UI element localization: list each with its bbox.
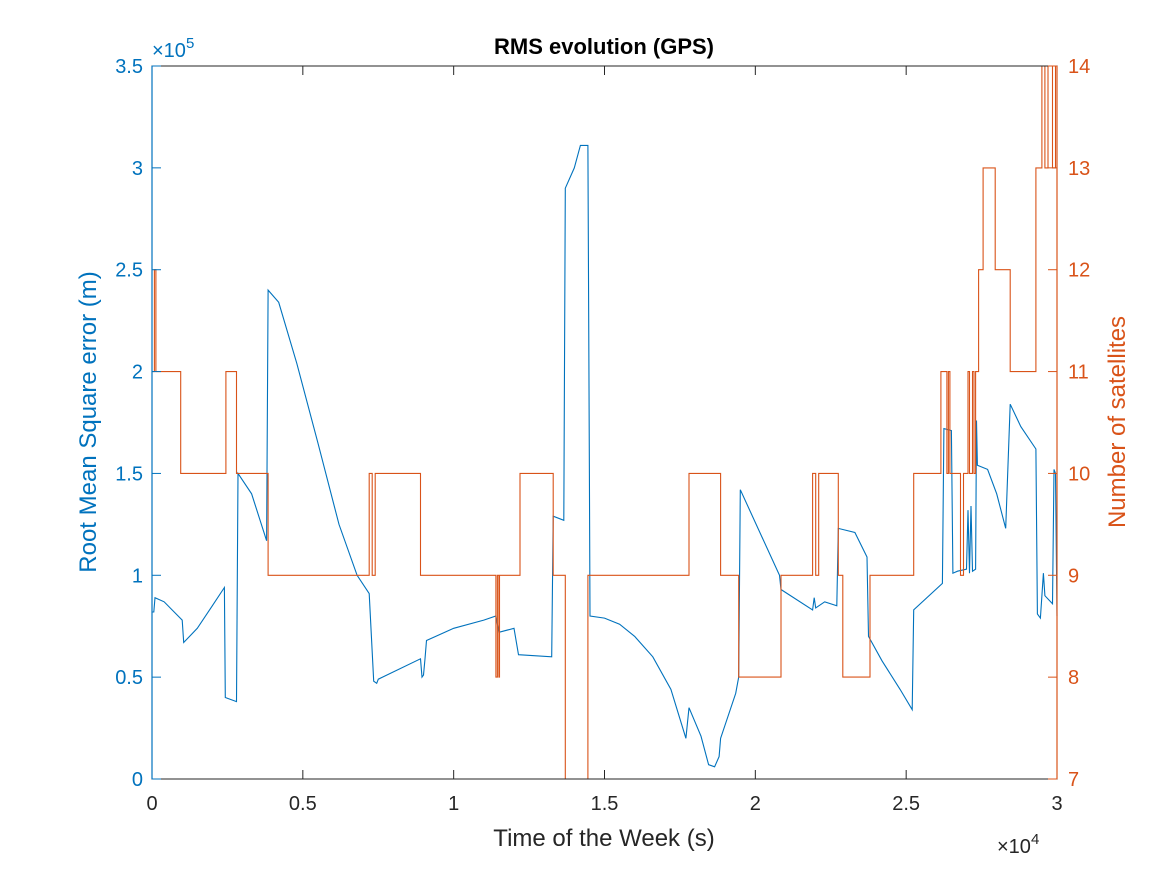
x-tick-label: 3	[1051, 793, 1062, 815]
y-left-tick-label: 0	[132, 769, 143, 791]
y-left-axis-label: Root Mean Square error (m)	[75, 271, 102, 572]
y-left-tick-label: 1	[132, 565, 143, 587]
x-exponent-power: 4	[1031, 831, 1039, 848]
y-left-tick-label: 2.5	[115, 260, 143, 282]
y-left-axis-ticks: 0 0.5 1 1.5 2 2.5 3 3.5	[115, 56, 161, 791]
x-axis-label: Time of the Week (s)	[493, 825, 714, 852]
x-tick-label: 2	[750, 793, 761, 815]
y-exponent-power: 5	[186, 35, 194, 52]
y-exponent: ×105	[152, 35, 194, 62]
x-tick-label: 0.5	[289, 793, 317, 815]
y-exponent-base: ×10	[152, 40, 186, 62]
x-exponent-base: ×10	[997, 836, 1031, 858]
rms-series-line	[152, 144, 1058, 768]
y-right-tick-label: 11	[1068, 362, 1089, 384]
x-tick-label: 2.5	[892, 793, 920, 815]
y-right-tick-label: 14	[1068, 56, 1090, 78]
satellites-series-line	[152, 65, 1057, 780]
y-right-tick-label: 9	[1068, 565, 1079, 587]
svg-text:×105: ×105	[152, 35, 194, 62]
y-right-tick-label: 12	[1068, 260, 1090, 282]
x-tick-label: 1	[448, 793, 459, 815]
y-right-tick-label: 7	[1068, 769, 1079, 791]
y-left-tick-label: 1.5	[115, 463, 143, 485]
y-left-tick-label: 3.5	[115, 56, 143, 78]
y-left-tick-label: 0.5	[115, 667, 143, 689]
y-right-tick-label: 13	[1068, 158, 1090, 180]
chart-title: RMS evolution (GPS)	[494, 34, 714, 59]
svg-text:×104: ×104	[997, 831, 1039, 858]
y-right-axis-ticks: 7 8 9 10 11 12 13 14	[1048, 56, 1090, 791]
x-tick-label: 1.5	[591, 793, 619, 815]
plot-frame	[151, 65, 1058, 780]
x-tick-label: 0	[146, 793, 157, 815]
x-axis-ticks: 0 0.5 1 1.5 2 2.5 3	[146, 66, 1063, 815]
plot-lines	[152, 65, 1058, 780]
x-exponent: ×104	[997, 831, 1039, 858]
y-right-tick-label: 8	[1068, 667, 1079, 689]
y-left-tick-label: 3	[132, 158, 143, 180]
y-right-axis-label: Number of satellites	[1104, 316, 1131, 528]
y-right-tick-label: 10	[1068, 463, 1090, 485]
y-left-tick-label: 2	[132, 362, 143, 384]
